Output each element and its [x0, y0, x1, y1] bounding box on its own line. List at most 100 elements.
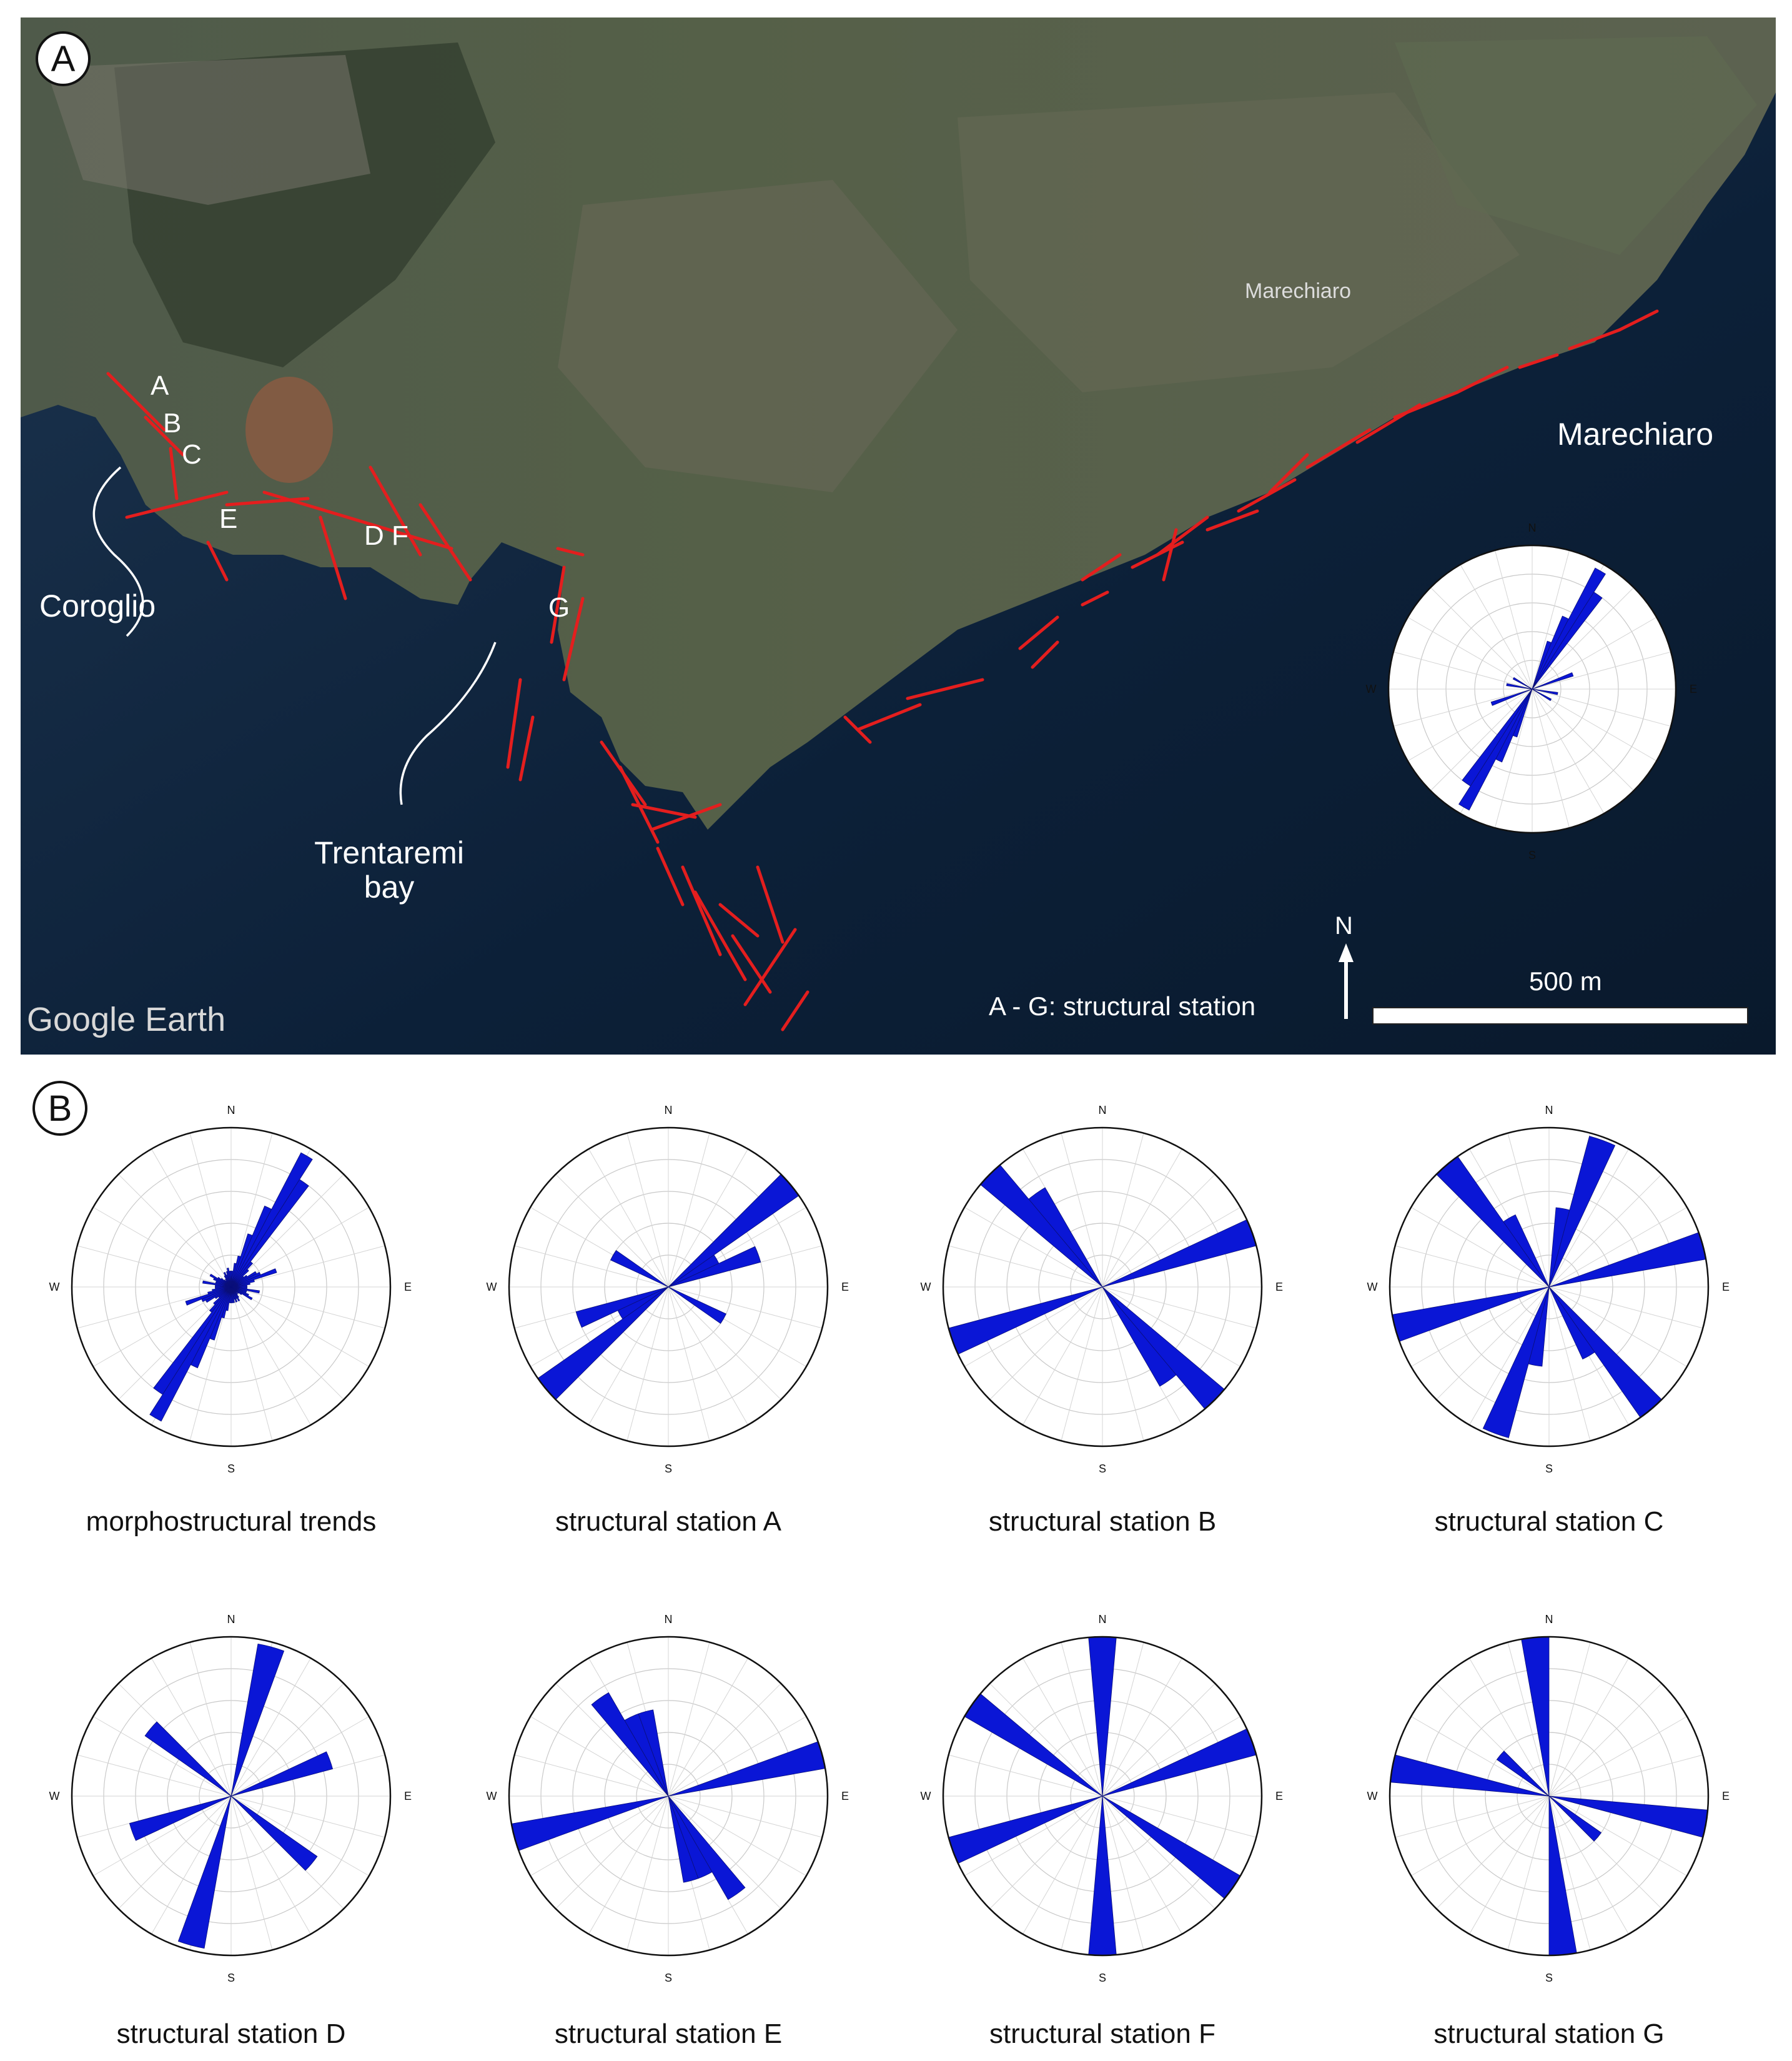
rose-grid-spoke — [230, 1795, 385, 1838]
caption-station-f: structural station F — [989, 2019, 1215, 2049]
rose-grid-spoke — [668, 1642, 710, 1797]
rose-outer-circle — [71, 1126, 392, 1448]
rose-diagram-station-d: N E S W — [49, 1613, 412, 1984]
rose-grid-spoke — [1102, 1795, 1215, 1909]
rose-petal — [213, 1286, 232, 1305]
rose-diagram-station-c: N E S W — [1367, 1104, 1730, 1475]
rose-grid-spoke — [588, 1286, 669, 1426]
rose-grid-spoke — [555, 1683, 669, 1797]
rose-grid-spoke — [1436, 1795, 1550, 1909]
rose-grid-spoke — [151, 1795, 232, 1935]
rose-grid-spoke — [668, 1133, 710, 1288]
rose-petal — [537, 1286, 669, 1400]
rose-cardinal-label: W — [1367, 1790, 1378, 1802]
rose-cardinal-label: N — [227, 1613, 235, 1626]
rose-petal — [230, 1282, 250, 1288]
rose-diagram-station-a: N E S W — [487, 1104, 849, 1475]
rose-grid-spoke — [588, 1795, 669, 1935]
rose-petal — [668, 1795, 746, 1900]
rose-grid-spoke — [1393, 651, 1533, 690]
rose-cardinal-label: N — [1545, 1613, 1553, 1626]
caption-station-g: structural station G — [1433, 2019, 1665, 2049]
rose-grid-spoke — [1532, 550, 1570, 690]
rose-grid-spoke — [118, 1174, 232, 1288]
rose-petal — [144, 1721, 232, 1797]
rose-grid-spoke — [668, 1286, 781, 1400]
rose-petal — [177, 1795, 232, 1949]
rose-grid-spoke — [626, 1133, 669, 1288]
rose-petal — [1532, 688, 1552, 702]
rose-outer-circle — [508, 1126, 829, 1448]
rose-grid-spoke — [1532, 688, 1671, 727]
rose-grid-spoke — [1061, 1286, 1103, 1441]
rose-grid-spoke — [230, 1286, 385, 1329]
rose-petal — [230, 1268, 277, 1288]
rose-diagram-station-e: N E S W — [487, 1613, 849, 1984]
rose-grid-spoke — [1436, 1286, 1550, 1400]
rose-cardinal-label: E — [404, 1281, 412, 1293]
rose-grid-spoke — [1548, 1657, 1629, 1797]
rose-outer-circle — [942, 1636, 1263, 1957]
rose-cardinal-label: W — [921, 1281, 931, 1293]
rose-petal — [230, 1261, 254, 1288]
rose-grid-spoke — [1507, 1642, 1550, 1797]
rose-grid-spoke — [1532, 651, 1671, 690]
rose-cardinal-label: N — [665, 1613, 673, 1626]
rose-petal — [1548, 1232, 1706, 1288]
rose-grid-spoke — [1102, 1657, 1182, 1797]
satellite-map — [21, 17, 1776, 1055]
rose-petal — [1392, 1286, 1550, 1342]
rose-grid-spoke — [1395, 1795, 1550, 1838]
rose-grid-spoke — [668, 1286, 823, 1329]
station-label-df: D F — [364, 520, 408, 551]
rose-grid-spoke — [1548, 1795, 1629, 1935]
rose-grid-spoke — [1410, 1286, 1550, 1367]
rose-petal — [1482, 1286, 1550, 1438]
caption-station-c: structural station C — [1434, 1506, 1664, 1537]
rose-grid-spoke — [668, 1286, 748, 1426]
rose-petal — [1548, 1286, 1595, 1360]
rose-petal — [230, 1643, 285, 1797]
rose-grid-spoke — [989, 1286, 1103, 1400]
rose-grid-spoke — [230, 1795, 311, 1935]
rose-grid-spoke — [1548, 1716, 1688, 1797]
rose-petal — [226, 1268, 232, 1288]
rose-grid-spoke — [1548, 1207, 1688, 1288]
rose-cardinal-label: S — [227, 1972, 235, 1984]
station-label-a: A — [151, 370, 169, 401]
rose-petal — [668, 1286, 726, 1324]
rose-grid-spoke — [1469, 1657, 1550, 1797]
rose-cardinal-label: E — [404, 1790, 412, 1802]
panel-b-label: B — [32, 1081, 87, 1136]
rose-outer-circle — [1387, 544, 1677, 834]
rose-grid-spoke — [626, 1286, 669, 1441]
caption-station-d: structural station D — [116, 2019, 346, 2049]
rose-grid-spoke — [1548, 1795, 1591, 1950]
rose-grid-spoke — [92, 1207, 232, 1288]
rose-cardinal-label: W — [921, 1790, 931, 1802]
rose-diagram-station-f: N E S W — [921, 1613, 1284, 1984]
inset-rose-diagram: N E S W — [1366, 522, 1698, 862]
rose-petal — [575, 1286, 669, 1328]
rose-grid-spoke — [1395, 1245, 1550, 1288]
rose-cardinal-label: W — [1366, 683, 1377, 695]
rose-grid-spoke — [1410, 1795, 1550, 1876]
rose-grid-spoke — [530, 1795, 669, 1876]
place-label-marechiaro: Marechiaro — [1557, 417, 1714, 452]
rose-grid-spoke — [1507, 1133, 1550, 1288]
rose-outer-circle — [1389, 1126, 1710, 1448]
rose-grid-spoke — [668, 1683, 781, 1797]
rose-petal — [1496, 1751, 1550, 1797]
rose-petal — [230, 1751, 334, 1797]
rose-grid-spoke — [1102, 1207, 1241, 1288]
rose-grid-spoke — [1548, 1286, 1703, 1329]
rose-grid-spoke — [964, 1286, 1103, 1367]
rose-cardinal-label: E — [1722, 1790, 1730, 1802]
rose-grid-spoke — [1548, 1286, 1688, 1367]
rose-petal — [1462, 688, 1533, 787]
rose-petal — [1436, 1156, 1550, 1288]
rose-outer-circle — [942, 1126, 1263, 1448]
scale-bar — [1372, 1007, 1748, 1025]
rose-cardinal-label: S — [1099, 1463, 1106, 1475]
station-label-g: G — [548, 592, 570, 623]
